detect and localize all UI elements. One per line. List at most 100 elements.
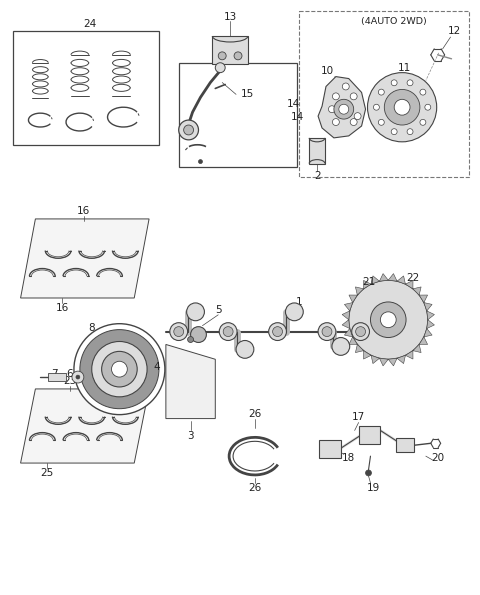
Bar (396, 439, 414, 452)
Text: 16: 16 (77, 206, 90, 216)
Text: 23: 23 (63, 376, 77, 386)
Polygon shape (397, 355, 406, 364)
Circle shape (333, 118, 339, 126)
Text: 10: 10 (321, 65, 334, 76)
Circle shape (234, 52, 242, 60)
Text: 14: 14 (291, 112, 304, 122)
Circle shape (342, 83, 349, 90)
Polygon shape (342, 320, 350, 328)
Text: 25: 25 (41, 468, 54, 478)
Text: 2: 2 (314, 171, 321, 181)
Text: 26: 26 (248, 483, 262, 493)
Polygon shape (342, 311, 350, 320)
Circle shape (350, 118, 357, 126)
Polygon shape (427, 311, 434, 320)
Circle shape (80, 330, 159, 409)
Bar (319, 440, 341, 458)
Polygon shape (388, 358, 397, 366)
Circle shape (354, 112, 361, 120)
Text: 17: 17 (352, 412, 365, 422)
Text: 6: 6 (67, 369, 73, 379)
Circle shape (328, 106, 336, 112)
Polygon shape (166, 345, 216, 418)
Polygon shape (371, 276, 380, 284)
Text: 7: 7 (51, 369, 58, 379)
Text: 3: 3 (187, 431, 194, 441)
Text: 21: 21 (362, 277, 375, 287)
Polygon shape (355, 345, 364, 353)
Text: 16: 16 (56, 303, 69, 313)
Circle shape (378, 120, 384, 126)
Polygon shape (388, 274, 397, 281)
Bar (359, 427, 380, 444)
Circle shape (391, 80, 397, 86)
Text: 4: 4 (154, 362, 160, 372)
Polygon shape (345, 328, 353, 337)
Text: 15: 15 (241, 89, 254, 99)
Circle shape (219, 322, 237, 340)
Circle shape (334, 99, 354, 119)
Circle shape (407, 80, 413, 86)
Polygon shape (318, 77, 366, 138)
Circle shape (72, 371, 84, 383)
Text: 20: 20 (431, 453, 444, 463)
Text: 11: 11 (397, 62, 411, 73)
Circle shape (349, 280, 428, 359)
Polygon shape (427, 320, 434, 328)
Text: 13: 13 (224, 12, 237, 22)
Polygon shape (380, 274, 388, 281)
Circle shape (111, 361, 127, 377)
Polygon shape (21, 389, 149, 463)
Circle shape (384, 89, 420, 125)
Text: 18: 18 (342, 453, 355, 463)
Polygon shape (424, 328, 432, 337)
Circle shape (273, 327, 283, 337)
Bar (300, 11, 469, 177)
Circle shape (184, 125, 193, 135)
Text: 22: 22 (407, 273, 420, 283)
Circle shape (352, 322, 370, 340)
Circle shape (394, 99, 410, 115)
Circle shape (420, 89, 426, 95)
Polygon shape (413, 345, 421, 353)
Circle shape (371, 302, 406, 337)
Circle shape (188, 337, 193, 343)
Circle shape (174, 327, 184, 337)
Text: 1: 1 (296, 297, 302, 307)
Text: 26: 26 (248, 409, 262, 419)
Polygon shape (349, 337, 357, 345)
Text: 24: 24 (83, 19, 96, 29)
Polygon shape (406, 280, 413, 289)
Circle shape (391, 129, 397, 134)
Text: 8: 8 (88, 322, 95, 333)
Circle shape (236, 340, 254, 358)
Polygon shape (371, 355, 380, 364)
Polygon shape (355, 287, 364, 295)
Polygon shape (406, 350, 413, 359)
Polygon shape (413, 287, 421, 295)
Polygon shape (397, 276, 406, 284)
Text: 5: 5 (215, 305, 222, 315)
Circle shape (368, 73, 437, 142)
Polygon shape (345, 303, 353, 311)
Circle shape (322, 327, 332, 337)
Circle shape (350, 93, 357, 100)
Text: 14: 14 (287, 99, 300, 109)
Polygon shape (363, 350, 371, 359)
Text: (4AUTO 2WD): (4AUTO 2WD) (360, 17, 426, 26)
Polygon shape (380, 358, 388, 366)
Polygon shape (419, 295, 428, 303)
Polygon shape (363, 280, 371, 289)
Circle shape (356, 327, 366, 337)
Circle shape (318, 322, 336, 340)
Bar (309, 138, 325, 164)
Circle shape (339, 104, 349, 114)
Circle shape (216, 62, 225, 73)
Circle shape (366, 470, 372, 476)
Circle shape (332, 337, 350, 355)
Circle shape (92, 342, 147, 397)
Bar (212, 36, 248, 64)
Polygon shape (424, 303, 432, 311)
Circle shape (269, 322, 287, 340)
Circle shape (187, 303, 204, 321)
